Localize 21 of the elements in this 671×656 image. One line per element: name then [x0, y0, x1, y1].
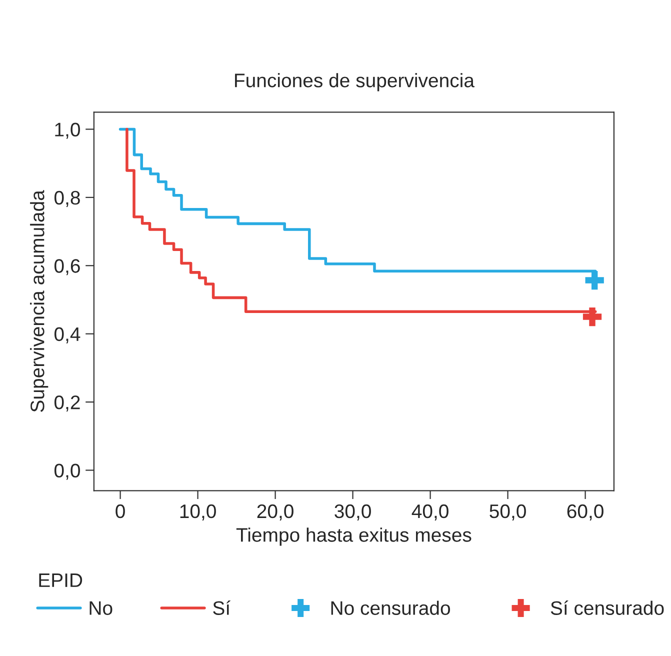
- x-tick-label: 40,0: [412, 504, 448, 520]
- x-tick-label: 60,0: [567, 504, 604, 520]
- y-tick-label: 0,2: [54, 395, 80, 412]
- x-axis-title: Tiempo hasta exitus meses: [236, 528, 472, 546]
- x-tick-label: 10,0: [180, 504, 216, 520]
- y-tick-label: 1,0: [55, 122, 80, 139]
- y-tick-label: 0,4: [54, 327, 80, 344]
- x-tick-label: 30,0: [334, 504, 371, 520]
- y-tick-label: 0,6: [54, 259, 80, 276]
- y-tick-label: 0,0: [54, 464, 80, 480]
- chart-title: Funciones de supervivencia: [235, 73, 474, 92]
- x-tick-label: 0: [116, 504, 125, 518]
- x-tick-label: 20,0: [257, 504, 294, 520]
- legend-title: EPID: [39, 574, 82, 587]
- legend-label: No: [90, 601, 112, 615]
- x-tick-label: 50,0: [490, 504, 526, 520]
- y-tick-label: 0,8: [54, 190, 80, 207]
- y-axis-title: Supervivencia acumulada: [30, 190, 48, 412]
- legend-label: Sí censurado: [550, 600, 664, 615]
- legend-label: No censurado: [331, 600, 450, 615]
- legend-label: Sí: [213, 600, 230, 615]
